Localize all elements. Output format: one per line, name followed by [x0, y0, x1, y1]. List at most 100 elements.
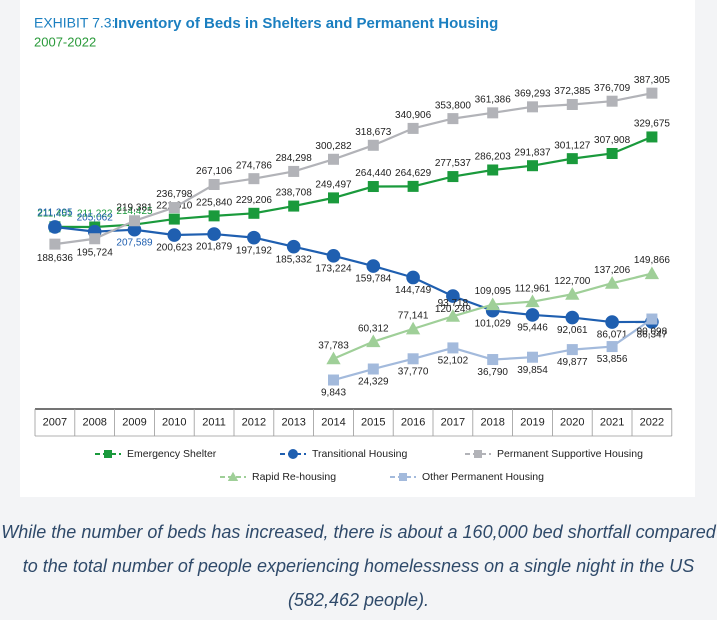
data-label: 49,877 [557, 357, 588, 368]
x-tick-label: 2017 [441, 416, 465, 428]
data-point [288, 200, 300, 212]
data-label: 286,203 [475, 152, 512, 163]
data-label: 291,837 [514, 147, 551, 158]
data-point [644, 266, 660, 280]
data-point [604, 276, 620, 289]
x-tick-label: 2019 [520, 416, 544, 428]
data-label: 159,784 [355, 274, 392, 285]
data-point [407, 180, 419, 192]
data-point [646, 313, 658, 325]
data-label: 340,906 [395, 110, 432, 121]
x-tick-label: 2009 [122, 416, 146, 428]
data-label: 36,790 [477, 367, 508, 378]
data-point [328, 192, 339, 204]
x-tick-label: 2018 [480, 416, 504, 428]
legend-label: Emergency Shelter [127, 448, 217, 460]
data-point [487, 164, 499, 176]
data-label: 109,095 [475, 286, 512, 297]
data-label: 207,589 [116, 237, 153, 248]
series-line [54, 225, 652, 324]
data-label: 201,879 [196, 242, 233, 253]
x-tick-label: 2021 [600, 416, 624, 428]
data-label: 329,675 [634, 119, 671, 130]
data-label: 144,749 [395, 285, 432, 296]
data-label: 197,192 [236, 245, 273, 256]
data-label: 122,700 [554, 276, 591, 287]
data-label: 219,381 [116, 202, 153, 213]
data-point [527, 160, 538, 172]
data-point [487, 354, 499, 366]
data-label: 267,106 [196, 166, 233, 177]
data-point [248, 173, 260, 185]
data-label: 173,224 [315, 263, 352, 274]
data-label: 225,840 [196, 198, 233, 209]
data-label: 120,249 [435, 304, 472, 315]
data-point [367, 363, 379, 375]
data-label: 86,071 [597, 330, 628, 341]
legend-marker [104, 450, 112, 458]
data-label: 229,206 [236, 195, 273, 206]
data-label: 277,537 [435, 158, 472, 169]
data-point [487, 107, 499, 119]
data-point [326, 351, 341, 365]
data-label: 238,708 [276, 188, 313, 199]
data-label: 101,029 [475, 318, 512, 329]
chart-subtitle: 2007-2022 [34, 34, 96, 49]
x-tick-label: 2016 [401, 416, 425, 428]
data-point [566, 98, 578, 110]
data-point [447, 342, 459, 354]
data-label: 86,347 [637, 330, 668, 341]
legend-label: Other Permanent Housing [422, 471, 544, 483]
legend-marker [474, 450, 482, 458]
data-point [565, 310, 580, 325]
data-label: 214,425 [116, 206, 153, 217]
data-label: 376,709 [594, 83, 631, 94]
data-label: 39,854 [517, 365, 548, 376]
data-point [328, 153, 339, 165]
data-point [606, 341, 618, 353]
data-label: 318,673 [355, 127, 392, 138]
data-label: 301,127 [554, 140, 591, 151]
data-label: 200,623 [156, 243, 193, 254]
data-label: 211,222 [77, 209, 113, 220]
data-label: 137,206 [594, 265, 631, 276]
data-label: 300,282 [315, 141, 352, 152]
data-label: 24,329 [358, 377, 389, 388]
data-point [445, 309, 461, 322]
data-point [129, 215, 140, 227]
data-label: 307,908 [594, 135, 631, 146]
data-label: 211,451 [37, 208, 73, 219]
x-tick-label: 2012 [242, 416, 266, 428]
data-point [208, 178, 220, 190]
data-label: 53,856 [597, 354, 628, 365]
data-label: 52,102 [438, 356, 469, 367]
legend-marker [399, 473, 407, 481]
x-tick-label: 2011 [202, 416, 226, 428]
data-point [168, 202, 180, 214]
data-label: 95,446 [517, 323, 548, 334]
data-label: 274,786 [236, 160, 273, 171]
data-point [605, 315, 619, 329]
data-label: 112,961 [515, 283, 551, 294]
data-label: 60,312 [358, 323, 389, 334]
data-label: 211,205 [37, 208, 73, 219]
data-point [485, 297, 500, 311]
legend-label: Permanent Supportive Housing [497, 448, 643, 460]
x-tick-label: 2013 [281, 416, 305, 428]
data-point [208, 210, 220, 222]
data-point [525, 294, 540, 308]
data-point [446, 289, 460, 303]
x-tick-label: 2007 [43, 416, 67, 428]
data-point [407, 353, 419, 365]
data-point [527, 351, 538, 363]
x-tick-label: 2015 [361, 416, 385, 428]
data-label: 185,332 [276, 254, 313, 265]
data-point [606, 95, 618, 107]
data-point [565, 287, 580, 300]
data-label: 372,385 [554, 86, 591, 97]
data-point [447, 113, 459, 125]
series-line [54, 135, 653, 229]
data-point [288, 165, 300, 177]
data-point [606, 147, 618, 159]
